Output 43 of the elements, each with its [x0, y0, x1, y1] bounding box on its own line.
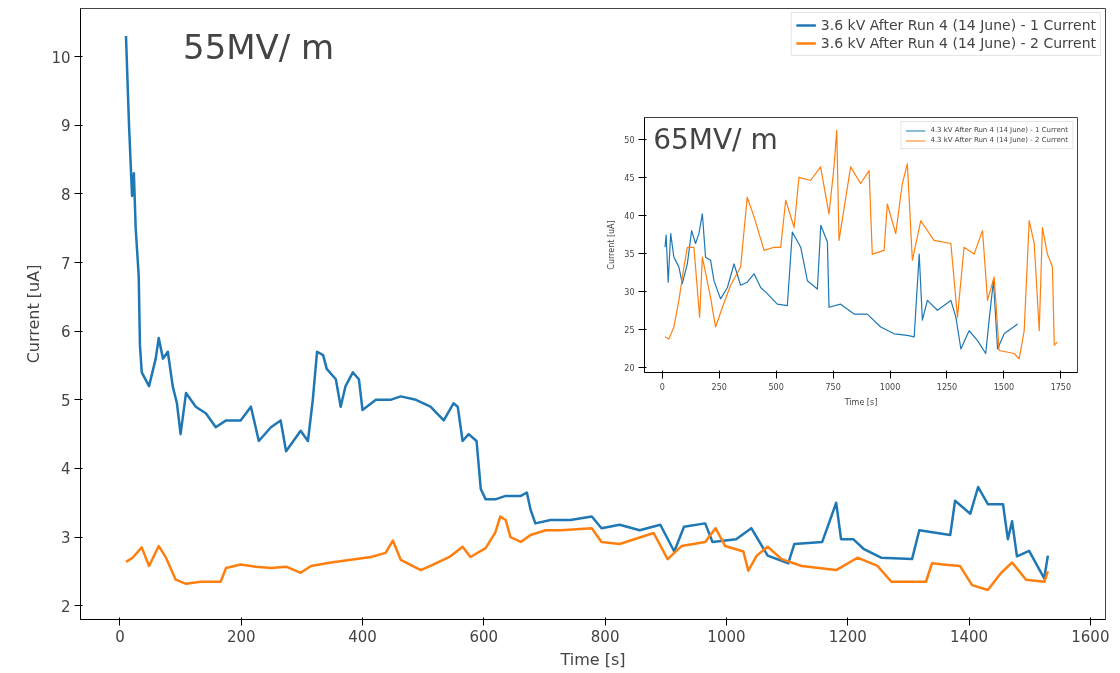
y-tick-label: 6	[60, 323, 71, 342]
y-tick-label: 9	[60, 117, 71, 136]
x-tick-label: 1600	[1071, 627, 1110, 646]
y-tick-label: 10	[51, 48, 71, 67]
y-tick-label: 45	[624, 173, 635, 183]
annotation: 65MV/ m	[653, 122, 778, 156]
x-tick-label: 1000	[707, 627, 746, 646]
x-tick-label: 750	[825, 382, 841, 392]
y-tick-label: 30	[624, 287, 635, 297]
y-tick-label: 25	[624, 325, 635, 335]
x-tick-label: 500	[768, 382, 784, 392]
x-tick-label: 400	[348, 627, 377, 646]
x-axis-title: Time [s]	[559, 649, 626, 669]
line-series	[124, 515, 1050, 592]
y-tick-label: 5	[60, 391, 71, 410]
x-tick-label: 1250	[936, 382, 958, 392]
y-tick-label: 2	[60, 597, 71, 616]
y-tick-label: 4	[60, 460, 71, 479]
x-tick-label: 1750	[1050, 382, 1072, 392]
line-series	[664, 213, 1019, 355]
y-axis-title: Current [uA]	[24, 264, 44, 364]
x-tick-label: 600	[469, 627, 499, 646]
y-tick-label: 3	[60, 529, 71, 548]
x-tick-label: 1500	[993, 382, 1015, 392]
x-tick-label: 1400	[949, 627, 989, 646]
x-tick-label: 250	[711, 382, 727, 392]
x-tick-label: 800	[590, 627, 620, 646]
y-tick-label: 7	[60, 254, 71, 273]
x-axis-title: Time [s]	[843, 397, 878, 407]
x-tick-label: 0	[115, 627, 125, 646]
y-tick-label: 35	[624, 249, 635, 259]
x-tick-label: 1200	[828, 627, 867, 646]
x-tick-label: 0	[659, 382, 665, 392]
y-tick-label: 8	[60, 185, 71, 204]
annotation: 55MV/ m	[183, 26, 335, 67]
x-tick-label: 200	[226, 627, 256, 646]
legend-label: 3.6 kV After Run 4 (14 June) - 1 Current	[820, 17, 1096, 33]
y-tick-label: 50	[624, 136, 635, 146]
y-axis-title: Current [uA]	[607, 220, 617, 270]
legend-label: 3.6 kV After Run 4 (14 June) - 2 Current	[820, 35, 1096, 51]
x-tick-label: 1000	[879, 382, 901, 392]
y-tick-label: 40	[624, 211, 635, 221]
y-tick-label: 20	[624, 363, 635, 373]
